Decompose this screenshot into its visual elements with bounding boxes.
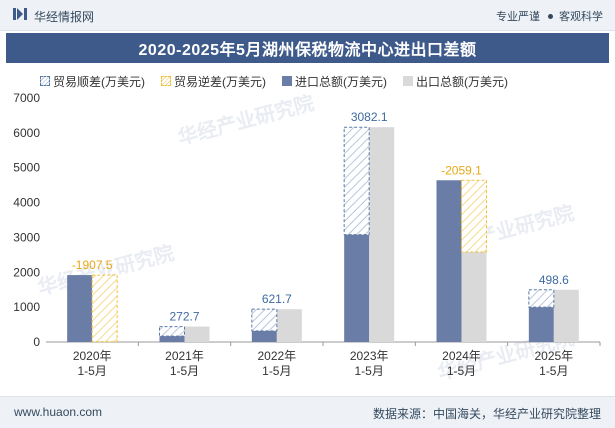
y-tick-label: 2000 [13, 265, 40, 279]
slogan-right: 客观科学 [559, 11, 603, 23]
export-bar [462, 252, 487, 342]
labels: -1907.5 272.7 621.7 3082.1 -2059.1 498.6 [72, 110, 569, 323]
import-bar [344, 235, 369, 342]
top-bar: 华经情报网 专业严谨 客观科学 [0, 0, 615, 31]
legend-swatch-import [282, 76, 292, 86]
y-tick-label: 7000 [13, 91, 40, 105]
footer-website[interactable]: www.huaon.com [14, 405, 102, 419]
legend-label-surplus: 贸易顺差(万美元) [53, 73, 145, 90]
legend-swatch-export [403, 76, 413, 86]
balance-data-label: 498.6 [539, 273, 569, 287]
import-bar [529, 307, 554, 342]
legend-item-import[interactable]: 进口总额(万美元) [282, 73, 387, 90]
watermark-text: 华经产业研究院 [175, 90, 316, 149]
balance-data-label: 3082.1 [351, 110, 388, 124]
import-bar [437, 180, 462, 342]
legend-swatch-deficit [161, 76, 171, 86]
legend-item-deficit[interactable]: 贸易逆差(万美元) [161, 73, 266, 90]
surplus-bar [252, 309, 277, 331]
chart-legend: 贸易顺差(万美元) 贸易逆差(万美元) 进口总额(万美元) 出口总额(万美元) [40, 72, 600, 90]
x-tick-label: 1-5月 [262, 364, 291, 378]
export-bar [277, 309, 302, 342]
chart-title: 2020-2025年5月湖州保税物流中心进出口差额 [139, 36, 477, 60]
balance-data-label: -2059.1 [441, 163, 482, 177]
bullet-icon [548, 14, 553, 19]
x-tick-label: 2021年 [165, 349, 204, 363]
import-bar [160, 336, 185, 342]
export-bar [185, 327, 210, 342]
legend-swatch-surplus [40, 76, 50, 86]
y-tick-label: 5000 [13, 161, 40, 175]
balance-data-label: 621.7 [262, 292, 292, 306]
footer-bar: www.huaon.com 数据来源：中国海关，华经产业研究院整理 [0, 396, 615, 428]
y-tick-label: 3000 [13, 230, 40, 244]
x-tick-label: 1-5月 [170, 364, 199, 378]
x-tick-label: 2025年 [534, 349, 573, 363]
x-tick-label: 2020年 [73, 349, 112, 363]
surplus-bar [160, 327, 185, 337]
balance-data-label: -1907.5 [72, 258, 113, 272]
surplus-bar [529, 290, 554, 307]
x-tick-label: 2022年 [257, 349, 296, 363]
legend-label-import: 进口总额(万美元) [295, 73, 387, 90]
import-bar [252, 331, 277, 342]
x-tick-label: 1-5月 [539, 364, 568, 378]
export-bar [369, 127, 394, 342]
huajing-logo-icon [12, 7, 28, 26]
y-tick-label: 0 [33, 335, 40, 349]
legend-item-surplus[interactable]: 贸易顺差(万美元) [40, 73, 145, 90]
export-bar [554, 290, 579, 342]
legend-label-export: 出口总额(万美元) [416, 73, 508, 90]
surplus-bar [344, 127, 369, 234]
import-bar [67, 275, 92, 342]
legend-label-deficit: 贸易逆差(万美元) [174, 73, 266, 90]
x-tick-label: 2023年 [350, 349, 389, 363]
brand[interactable]: 华经情报网 [12, 7, 94, 26]
x-tick-label: 1-5月 [77, 364, 106, 378]
y-tick-label: 6000 [13, 126, 40, 140]
slogan-left: 专业严谨 [496, 11, 540, 23]
slogan: 专业严谨 客观科学 [496, 8, 603, 24]
balance-data-label: 272.7 [169, 310, 199, 324]
y-tick-label: 1000 [13, 300, 40, 314]
footer-source: 数据来源：中国海关，华经产业研究院整理 [373, 405, 601, 422]
x-tick-label: 1-5月 [354, 364, 383, 378]
deficit-bar [462, 180, 487, 252]
x-tick-label: 1-5月 [447, 364, 476, 378]
legend-item-export[interactable]: 出口总额(万美元) [403, 73, 508, 90]
title-bar: 2020-2025年5月湖州保税物流中心进出口差额 [6, 33, 609, 63]
y-tick-label: 4000 [13, 196, 40, 210]
deficit-bar [92, 275, 117, 341]
x-tick-label: 2024年 [442, 349, 481, 363]
brand-name: 华经情报网 [34, 8, 94, 25]
